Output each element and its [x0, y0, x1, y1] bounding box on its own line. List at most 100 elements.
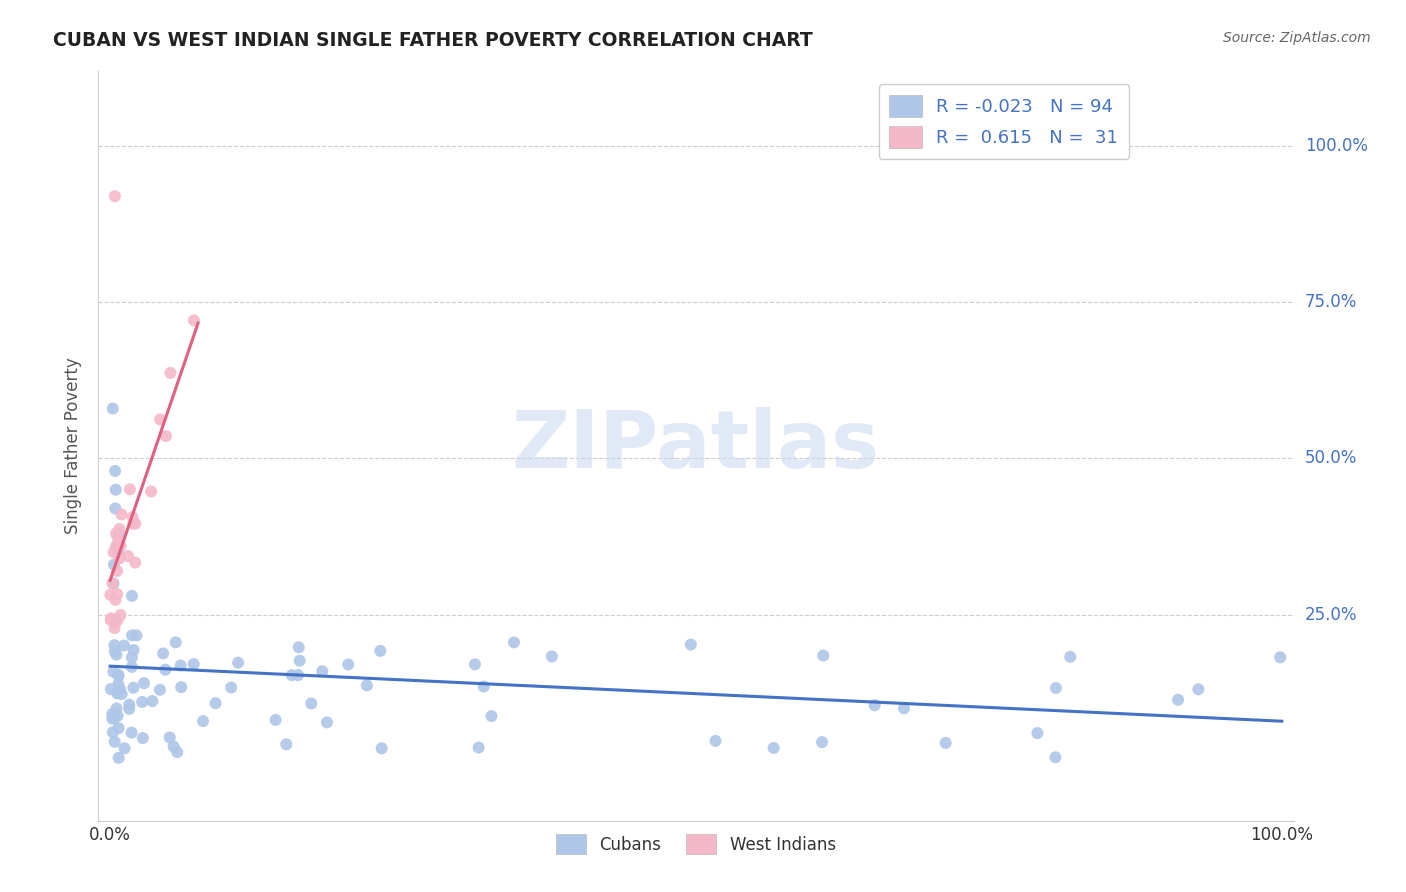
- Point: [105, 540, 128, 554]
- Point: [472, 680, 495, 694]
- Point: [276, 737, 298, 751]
- Text: CUBAN VS WEST INDIAN SINGLE FATHER POVERTY CORRELATION CHART: CUBAN VS WEST INDIAN SINGLE FATHER POVER…: [53, 31, 813, 50]
- Point: [299, 697, 322, 711]
- Point: [104, 483, 127, 497]
- Point: [107, 545, 129, 559]
- Point: [121, 628, 143, 642]
- Point: [124, 556, 146, 570]
- Point: [204, 696, 226, 710]
- Text: 75.0%: 75.0%: [1305, 293, 1357, 311]
- Point: [121, 660, 143, 674]
- Point: [125, 628, 148, 642]
- Point: [108, 522, 131, 536]
- Point: [288, 654, 311, 668]
- Text: 25.0%: 25.0%: [1305, 606, 1357, 624]
- Point: [121, 510, 143, 524]
- Y-axis label: Single Father Poverty: Single Father Poverty: [65, 358, 83, 534]
- Point: [131, 695, 153, 709]
- Point: [311, 665, 333, 679]
- Point: [139, 484, 162, 499]
- Point: [679, 638, 702, 652]
- Point: [811, 735, 834, 749]
- Point: [165, 635, 187, 649]
- Point: [370, 741, 392, 756]
- Point: [481, 709, 503, 723]
- Point: [370, 644, 392, 658]
- Point: [108, 682, 131, 697]
- Point: [287, 640, 309, 655]
- Point: [1045, 750, 1067, 764]
- Point: [219, 681, 242, 695]
- Text: 50.0%: 50.0%: [1305, 450, 1357, 467]
- Point: [813, 648, 835, 663]
- Point: [107, 533, 129, 547]
- Point: [107, 686, 129, 700]
- Point: [1026, 726, 1049, 740]
- Point: [103, 665, 125, 679]
- Point: [105, 701, 128, 715]
- Point: [124, 516, 146, 531]
- Point: [467, 740, 489, 755]
- Point: [111, 687, 134, 701]
- Point: [100, 588, 122, 602]
- Point: [100, 611, 122, 625]
- Point: [183, 313, 205, 327]
- Point: [122, 643, 145, 657]
- Point: [162, 739, 184, 754]
- Point: [503, 635, 526, 649]
- Point: [118, 698, 141, 712]
- Text: 100.0%: 100.0%: [1305, 137, 1368, 155]
- Point: [1270, 650, 1292, 665]
- Point: [104, 593, 127, 607]
- Text: Source: ZipAtlas.com: Source: ZipAtlas.com: [1223, 31, 1371, 45]
- Point: [121, 650, 143, 665]
- Point: [122, 681, 145, 695]
- Point: [114, 741, 136, 756]
- Point: [1045, 681, 1067, 695]
- Point: [159, 366, 181, 380]
- Point: [101, 576, 124, 591]
- Point: [149, 682, 172, 697]
- Point: [132, 731, 155, 745]
- Point: [118, 483, 141, 497]
- Point: [155, 429, 177, 443]
- Point: [104, 464, 127, 478]
- Point: [107, 677, 129, 691]
- Point: [107, 751, 129, 765]
- Point: [121, 725, 143, 739]
- Point: [103, 621, 125, 635]
- Point: [104, 735, 127, 749]
- Point: [100, 613, 122, 627]
- Point: [121, 589, 143, 603]
- Point: [280, 668, 302, 682]
- Point: [101, 712, 124, 726]
- Point: [1059, 649, 1081, 664]
- Point: [893, 701, 915, 715]
- Point: [935, 736, 957, 750]
- Point: [149, 412, 172, 426]
- Point: [356, 678, 378, 692]
- Point: [155, 663, 177, 677]
- Point: [105, 539, 128, 553]
- Point: [762, 741, 785, 756]
- Point: [464, 657, 486, 672]
- Text: ZIPatlas: ZIPatlas: [512, 407, 880, 485]
- Point: [316, 715, 339, 730]
- Point: [107, 668, 129, 682]
- Point: [118, 702, 141, 716]
- Point: [107, 709, 129, 723]
- Point: [169, 658, 191, 673]
- Point: [226, 656, 249, 670]
- Point: [183, 657, 205, 672]
- Point: [104, 644, 127, 658]
- Point: [103, 558, 125, 572]
- Point: [103, 638, 125, 652]
- Point: [108, 551, 131, 566]
- Point: [101, 401, 124, 416]
- Point: [104, 615, 127, 629]
- Point: [101, 706, 124, 721]
- Point: [159, 731, 181, 745]
- Point: [112, 639, 135, 653]
- Point: [101, 725, 124, 739]
- Point: [191, 714, 214, 728]
